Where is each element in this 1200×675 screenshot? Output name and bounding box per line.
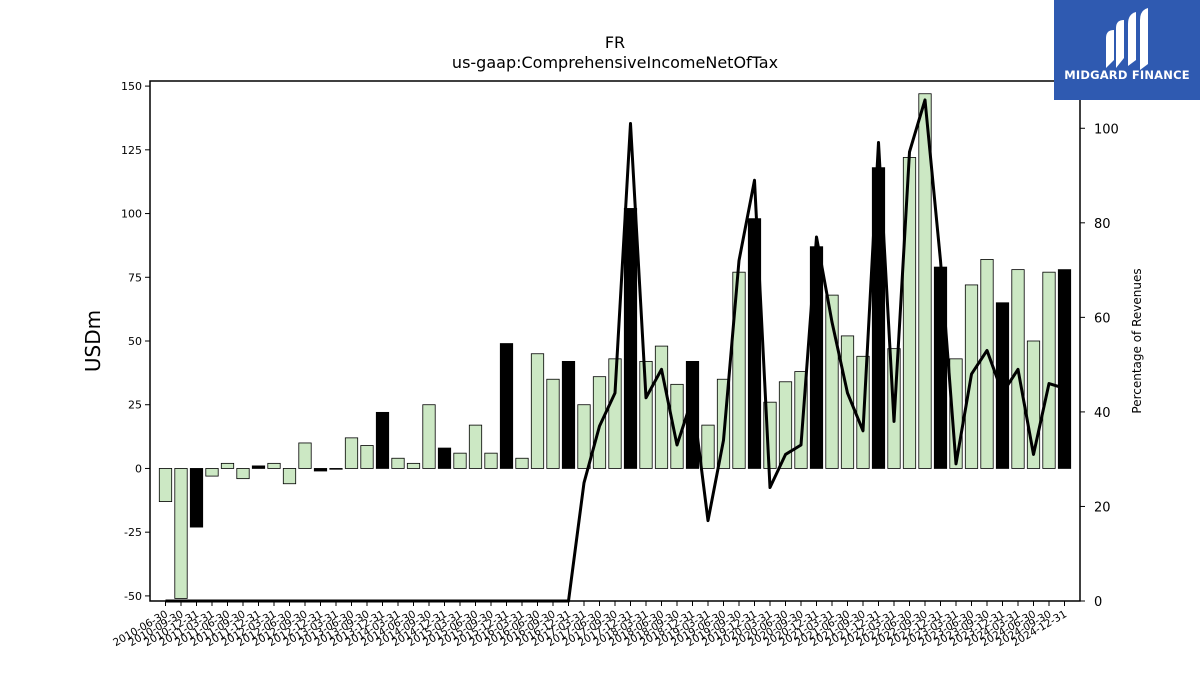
y-tick-label: 25 bbox=[128, 399, 142, 412]
bar bbox=[918, 93, 932, 469]
bar bbox=[484, 452, 498, 469]
bar bbox=[437, 447, 452, 469]
bar bbox=[251, 465, 266, 469]
bar bbox=[778, 381, 793, 469]
bar bbox=[344, 437, 359, 469]
y-tick-label: -25 bbox=[124, 526, 142, 539]
bar bbox=[577, 404, 591, 469]
bar bbox=[1042, 271, 1056, 469]
bar bbox=[298, 442, 312, 469]
bar bbox=[840, 335, 855, 469]
y2-tick-label: 0 bbox=[1094, 595, 1102, 610]
bar bbox=[608, 358, 622, 469]
bar bbox=[933, 266, 948, 469]
midgard-finance-logo: MIDGARD FINANCE bbox=[1054, 0, 1200, 100]
bar bbox=[174, 468, 188, 599]
bar bbox=[313, 468, 328, 472]
logo-text: MIDGARD FINANCE bbox=[1064, 68, 1190, 82]
y2-tick-label: 80 bbox=[1094, 217, 1111, 232]
y-tick-label: 100 bbox=[121, 208, 142, 221]
chart-title: FR bbox=[605, 33, 625, 52]
bar bbox=[391, 457, 405, 469]
bar-series bbox=[158, 93, 1072, 599]
bar bbox=[623, 208, 638, 469]
y-tick-label: 150 bbox=[121, 80, 142, 93]
bar bbox=[561, 360, 576, 469]
bar bbox=[406, 462, 421, 469]
bar bbox=[329, 468, 343, 470]
y-tick-label: 0 bbox=[135, 462, 142, 475]
y-tick-label: -50 bbox=[124, 590, 142, 603]
y2-axis-label: Percentage of Revenues bbox=[1130, 268, 1144, 413]
chart-subtitle: us-gaap:ComprehensiveIncomeNetOfTax bbox=[452, 53, 778, 72]
y-axis-label: USDm bbox=[81, 310, 105, 372]
bar bbox=[422, 404, 436, 469]
bar bbox=[639, 360, 653, 469]
bar bbox=[546, 378, 560, 469]
bar bbox=[375, 411, 390, 469]
bar bbox=[453, 452, 467, 469]
y2-tick-label: 100 bbox=[1094, 122, 1119, 137]
bar bbox=[205, 468, 219, 477]
logo-mark-icon bbox=[1106, 8, 1148, 70]
bar bbox=[158, 468, 173, 502]
bar bbox=[654, 345, 669, 469]
y-tick-label: 125 bbox=[121, 144, 142, 157]
bar bbox=[1057, 269, 1072, 469]
y-tick-label: 50 bbox=[128, 335, 142, 348]
y2-tick-label: 40 bbox=[1094, 406, 1111, 421]
bar bbox=[747, 218, 762, 469]
bar bbox=[220, 462, 235, 469]
bar bbox=[468, 424, 483, 469]
bar bbox=[515, 457, 529, 469]
bar bbox=[267, 462, 281, 469]
bar bbox=[530, 353, 545, 469]
axes: -50-2502550751001251500204060801002010-0… bbox=[111, 80, 1119, 649]
y2-tick-label: 60 bbox=[1094, 311, 1111, 326]
bar bbox=[360, 445, 374, 469]
y-tick-label: 75 bbox=[128, 271, 142, 284]
bar bbox=[282, 468, 297, 485]
y2-tick-label: 20 bbox=[1094, 500, 1111, 515]
bar bbox=[499, 343, 514, 469]
bar bbox=[236, 468, 250, 480]
bar bbox=[701, 424, 715, 469]
bar bbox=[189, 468, 204, 528]
